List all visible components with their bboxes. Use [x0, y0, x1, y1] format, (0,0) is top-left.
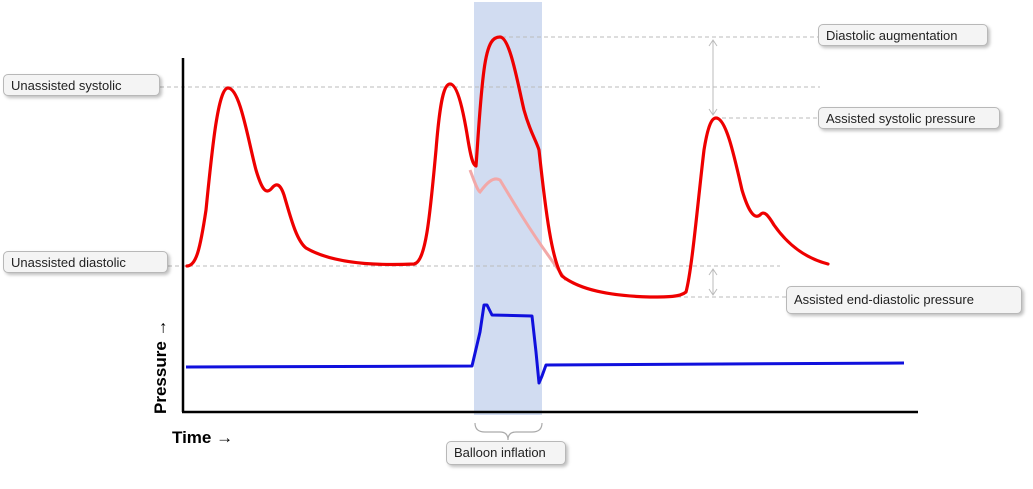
balloon-inflation-bracket: [474, 422, 543, 441]
label-assisted-end-diastolic-pressure: Assisted end-diastolic pressure: [786, 286, 1022, 314]
x-axis-label: Time →: [172, 428, 234, 447]
augmentation-arrowhead-bottom: [708, 108, 718, 116]
arterial-pressure-curve: [185, 35, 830, 299]
label-unassisted-systolic: Unassisted systolic: [3, 74, 160, 96]
end-diastolic-arrowhead-top: [708, 268, 718, 276]
label-assisted-systolic-pressure: Assisted systolic pressure: [818, 107, 1000, 129]
label-diastolic-augmentation: Diastolic augmentation: [818, 24, 988, 46]
measurement-arrows: [708, 39, 718, 296]
end-diastolic-arrowhead-bottom: [708, 288, 718, 296]
y-axis-label: Pressure →: [151, 320, 170, 415]
label-balloon-inflation: Balloon inflation: [446, 441, 566, 465]
unassisted-ghost-curve: [468, 169, 568, 281]
augmentation-arrowhead-top: [708, 39, 718, 47]
label-unassisted-diastolic: Unassisted diastolic: [3, 251, 168, 273]
balloon-pressure-curve: [185, 303, 905, 385]
